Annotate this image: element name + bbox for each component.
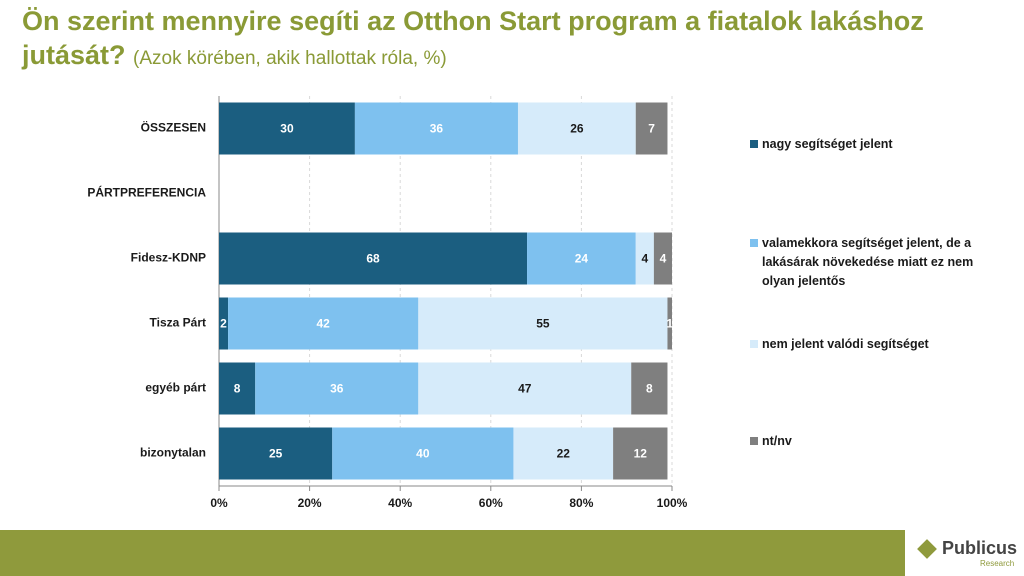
logo-sub: Research bbox=[980, 559, 1015, 568]
bar-segment bbox=[653, 232, 672, 285]
data-label: 68 bbox=[366, 252, 380, 266]
data-label: 1 bbox=[666, 317, 673, 331]
data-label: 4 bbox=[660, 252, 667, 266]
data-label: 8 bbox=[646, 382, 653, 396]
bar-segment bbox=[517, 102, 636, 155]
legend-label: nt/nv bbox=[762, 434, 792, 448]
bar-segment bbox=[635, 102, 668, 155]
legend-swatch bbox=[750, 140, 758, 148]
y-tick-label: egyéb párt bbox=[145, 381, 206, 395]
chart-title: Ön szerint mennyire segíti az Otthon Sta… bbox=[22, 4, 1012, 76]
legend-item: valamekkora segítséget jelent, de a laká… bbox=[750, 234, 992, 291]
y-tick-label: bizonytalan bbox=[140, 446, 206, 460]
bar-segment bbox=[418, 297, 668, 350]
bar-segment bbox=[635, 232, 654, 285]
data-label: 36 bbox=[330, 382, 344, 396]
data-label: 26 bbox=[570, 122, 584, 136]
y-tick-label: Tisza Párt bbox=[150, 316, 206, 330]
chart: 0% 20% 40% 60% 80% 100% ÖSSZESEN 30 36 26 7 PÁRTPRE… bbox=[87, 96, 688, 510]
x-tick-label: 80% bbox=[569, 496, 593, 510]
data-label: 2 bbox=[220, 317, 227, 331]
y-tick-label: Fidesz-KDNP bbox=[131, 251, 206, 265]
legend-item: nt/nv bbox=[750, 432, 992, 451]
x-tick-label: 100% bbox=[657, 496, 688, 510]
legend-label: nem jelent valódi segítséget bbox=[762, 337, 929, 351]
x-tick-label: 40% bbox=[388, 496, 412, 510]
legend-label: nagy segítséget jelent bbox=[762, 137, 893, 151]
data-label: 7 bbox=[648, 122, 655, 136]
x-tick-label: 0% bbox=[210, 496, 228, 510]
bar-segment bbox=[527, 232, 636, 285]
data-label: 24 bbox=[575, 252, 589, 266]
data-label: 55 bbox=[536, 317, 550, 331]
legend-swatch bbox=[750, 239, 758, 247]
bar-segment bbox=[354, 102, 518, 155]
bar-segment bbox=[631, 362, 668, 415]
data-label: 40 bbox=[416, 447, 430, 461]
data-label: 42 bbox=[317, 317, 331, 331]
data-label: 4 bbox=[641, 252, 648, 266]
legend-label: valamekkora segítséget jelent, de a laká… bbox=[762, 236, 974, 288]
legend-item: nem jelent valódi segítséget bbox=[750, 335, 992, 354]
logo: Publicus Research bbox=[917, 534, 1022, 574]
y-tick-label: ÖSSZESEN bbox=[141, 120, 206, 135]
x-tick-label: 20% bbox=[298, 496, 322, 510]
data-label: 8 bbox=[234, 382, 241, 396]
bar-segment bbox=[667, 297, 672, 350]
bar-segment bbox=[513, 427, 614, 480]
legend-swatch bbox=[750, 340, 758, 348]
bar-segment bbox=[219, 232, 528, 285]
data-label: 47 bbox=[518, 382, 532, 396]
bar-segment bbox=[219, 297, 229, 350]
bar-segment bbox=[255, 362, 419, 415]
data-label: 36 bbox=[430, 122, 444, 136]
y-tick-label: PÁRTPREFERENCIA bbox=[87, 185, 206, 200]
bar-segment bbox=[613, 427, 668, 480]
legend-swatch bbox=[750, 437, 758, 445]
bar-segment bbox=[228, 297, 419, 350]
data-label: 22 bbox=[557, 447, 571, 461]
logo-name: Publicus bbox=[942, 538, 1018, 558]
logo-mark bbox=[917, 539, 937, 559]
x-tick-label: 60% bbox=[479, 496, 503, 510]
bar-segment bbox=[332, 427, 514, 480]
data-label: 30 bbox=[280, 122, 294, 136]
bar-segment bbox=[219, 427, 333, 480]
legend-item: nagy segítséget jelent bbox=[750, 135, 992, 154]
data-label: 12 bbox=[634, 447, 648, 461]
data-label: 25 bbox=[269, 447, 283, 461]
bar-segment bbox=[219, 362, 256, 415]
title-text: Ön szerint mennyire segíti az Otthon Sta… bbox=[22, 6, 924, 70]
footer-band bbox=[0, 530, 905, 576]
bar-segment bbox=[418, 362, 632, 415]
bar-segment bbox=[219, 102, 355, 155]
subtitle: (Azok körében, akik hallottak róla, %) bbox=[133, 48, 447, 69]
